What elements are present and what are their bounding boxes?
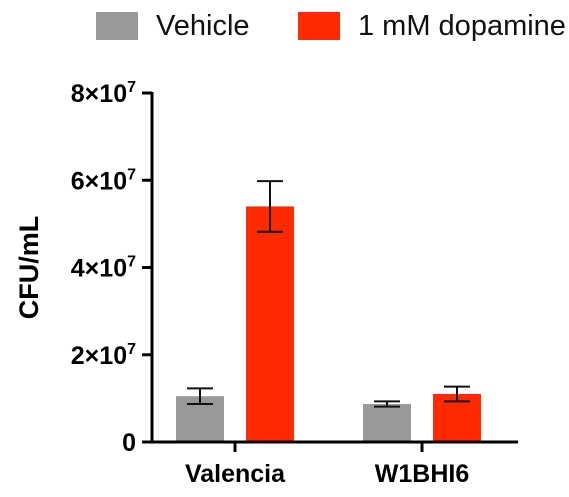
x-tick-label-w1bhi6: W1BHI6 — [375, 460, 469, 488]
legend-label-dopamine: 1 mM dopamine — [358, 10, 566, 42]
x-tick-label-valencia: Valencia — [185, 460, 286, 488]
bar-w1bhi6-vehicle — [363, 404, 411, 442]
error-bar-w1bhi6-vehicle — [374, 400, 400, 408]
error-bar-w1bhi6-dopamine — [444, 385, 470, 403]
error-bar-valencia-vehicle — [187, 387, 213, 406]
legend-swatch-dopamine — [298, 12, 340, 40]
bar-valencia-dopamine — [246, 206, 294, 442]
legend-item-vehicle: Vehicle — [96, 10, 250, 42]
y-tick-label-exponent: 7 — [127, 341, 136, 358]
legend-item-dopamine: 1 mM dopamine — [298, 10, 566, 42]
chart-legend: Vehicle 1 mM dopamine — [0, 0, 569, 56]
y-tick-label: 4×107 — [71, 254, 136, 283]
y-tick-label: 0 — [122, 429, 136, 457]
error-bar-valencia-dopamine — [257, 180, 283, 233]
axes-layer: 0 2×107 4×107 6×107 8×107 Valencia W1BHI6 CFU/m… — [14, 79, 518, 488]
y-tick-label-exponent: 7 — [127, 79, 136, 96]
legend-swatch-vehicle — [96, 12, 138, 40]
error-bars-layer — [187, 180, 470, 408]
legend-label-vehicle: Vehicle — [156, 10, 250, 42]
y-axis-label: CFU/mL — [14, 216, 44, 320]
bars-layer — [176, 206, 481, 442]
y-tick-label-exponent: 7 — [127, 166, 136, 183]
y-tick-label: 2×107 — [71, 341, 136, 370]
y-tick-label: 8×107 — [71, 79, 136, 108]
y-tick-label: 6×107 — [71, 166, 136, 195]
y-tick-label-exponent: 7 — [127, 254, 136, 271]
